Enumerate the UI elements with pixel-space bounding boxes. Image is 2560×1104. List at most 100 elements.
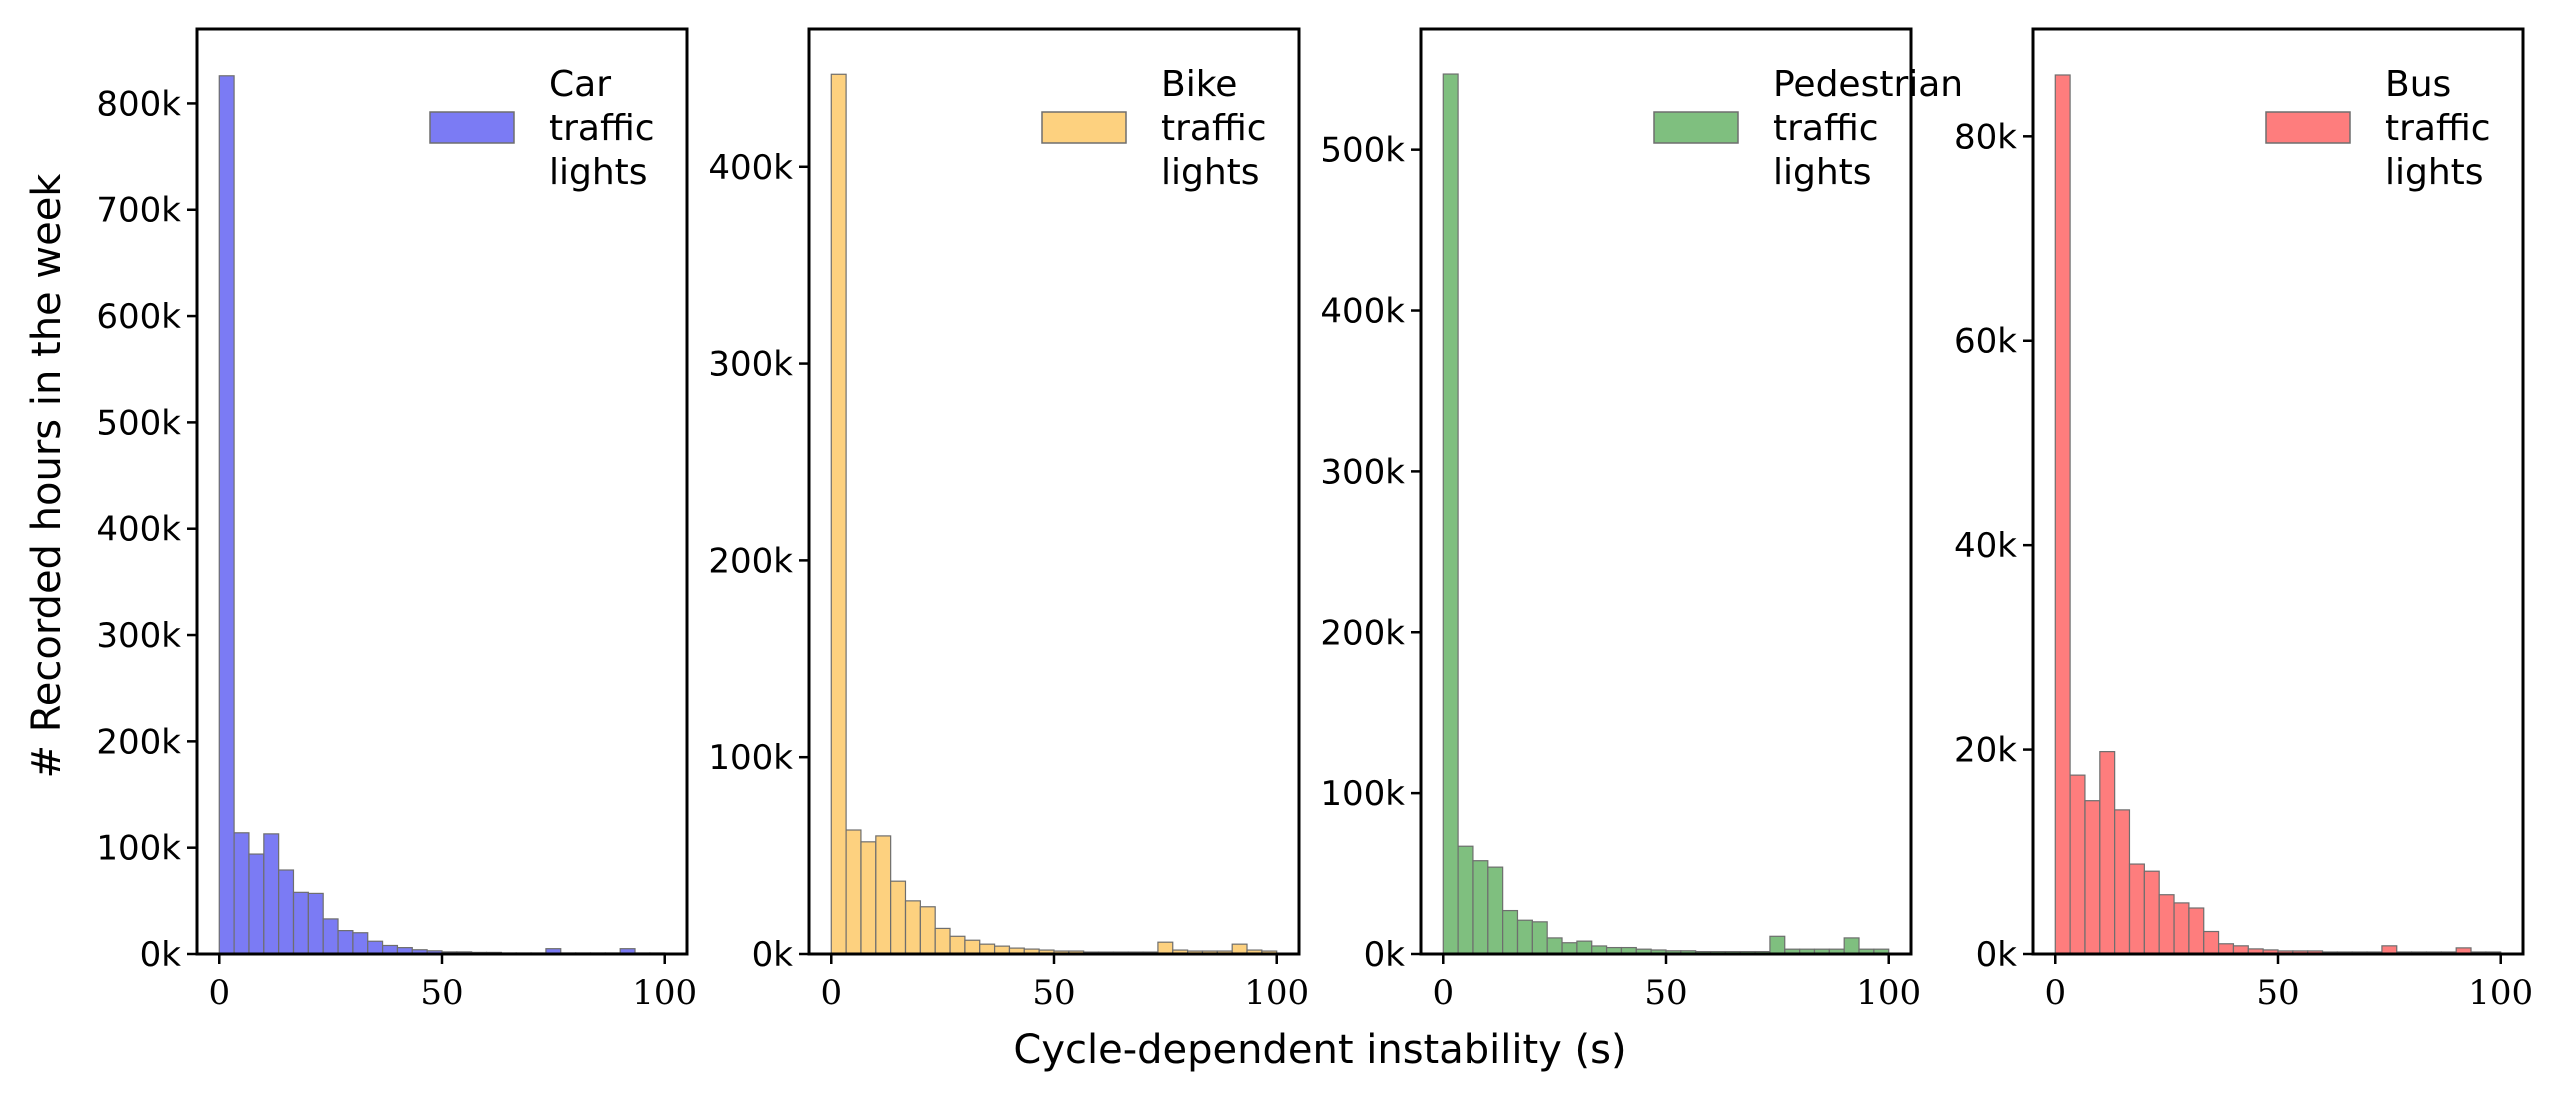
x-tick-label: 50 (1032, 973, 1075, 1013)
histogram-bar (367, 940, 384, 955)
histogram-panel-1: 0k 100k 200k 300k 400k 500k 600k 700k 800k 0 50 100… (96, 27, 697, 1013)
histogram-bar (2188, 907, 2205, 955)
legend-label: traffic (1773, 108, 1879, 149)
histogram-bar (233, 832, 250, 955)
histogram-bar (1769, 935, 1786, 955)
y-tick-label: 700k (96, 191, 181, 231)
histogram-bar (2203, 930, 2220, 955)
histogram-bar (2218, 943, 2235, 955)
x-tick-label: 0 (208, 973, 230, 1013)
y-tick-label: 60k (1954, 322, 2017, 362)
histogram-bar (1531, 921, 1548, 955)
histogram-bar (2158, 894, 2175, 955)
histogram-bar (278, 869, 295, 955)
x-tick-label: 100 (1856, 973, 1921, 1013)
histogram-bar (934, 927, 951, 955)
histogram-bar (292, 891, 309, 955)
y-tick-label: 300k (96, 616, 181, 656)
legend-label: lights (549, 152, 648, 193)
y-tick-label: 500k (1320, 131, 1405, 171)
legend-swatch (1653, 111, 1739, 144)
x-tick-label: 100 (1244, 973, 1309, 1013)
histogram-bar (218, 75, 235, 955)
legend-label: Pedestrian (1773, 64, 1963, 105)
histogram-bar (2069, 774, 2086, 955)
y-tick-label: 40k (1954, 526, 2017, 566)
y-tick-label: 300k (1320, 452, 1405, 492)
histogram-bar (307, 892, 324, 955)
y-tick-label: 200k (1320, 613, 1405, 653)
y-tick-label: 300k (708, 345, 793, 385)
histogram-bar (322, 918, 339, 955)
histogram-panel-3: 0k 100k 200k 300k 400k 500k 0 50 100 Pedestriantr… (1320, 27, 1963, 1013)
legend-swatch (1041, 111, 1127, 144)
legend-label: lights (1161, 152, 1260, 193)
x-tick-label: 50 (1644, 973, 1687, 1013)
histogram-bar (830, 73, 847, 955)
y-tick-label: 0k (752, 935, 794, 975)
x-axis-title: Cycle-dependent instability (s) (1013, 1027, 1626, 1073)
y-tick-label: 80k (1954, 117, 2017, 157)
x-tick-label: 50 (420, 973, 463, 1013)
histogram-bar (1546, 937, 1563, 955)
y-tick-label: 20k (1954, 731, 2017, 771)
y-tick-label: 400k (708, 148, 793, 188)
legend-label: traffic (549, 108, 655, 149)
histogram-bar (337, 930, 354, 955)
legend-label: Bike (1161, 64, 1237, 105)
x-tick-label: 50 (2256, 973, 2299, 1013)
y-axis-title: # Recorded hours in the week (24, 173, 70, 779)
x-tick-label: 0 (2044, 973, 2066, 1013)
histogram-bar (949, 935, 966, 955)
y-tick-label: 500k (96, 403, 181, 443)
histogram-bar (964, 939, 981, 955)
x-tick-label: 100 (632, 973, 697, 1013)
histogram-bar (248, 853, 265, 955)
y-tick-label: 0k (1364, 935, 1406, 975)
histogram-bar (2099, 751, 2116, 955)
y-tick-label: 800k (96, 84, 181, 124)
y-tick-label: 0k (1976, 935, 2018, 975)
y-tick-label: 100k (708, 738, 793, 778)
y-tick-label: 200k (708, 541, 793, 581)
histogram-bar (890, 880, 907, 955)
legend-label: Car (549, 64, 611, 105)
histogram-bar (1472, 860, 1489, 955)
x-tick-label: 0 (1432, 973, 1454, 1013)
histogram-bar (860, 841, 877, 955)
y-tick-label: 100k (1320, 774, 1405, 814)
histogram-bar (1516, 919, 1533, 955)
legend-swatch (429, 111, 515, 144)
histogram-bar (2084, 800, 2101, 955)
histogram-bar (2173, 902, 2190, 955)
legend-label: lights (1773, 152, 1872, 193)
histogram-bar (1561, 942, 1578, 955)
histogram-bar (263, 833, 280, 955)
y-tick-label: 100k (96, 829, 181, 869)
histogram-bar (2128, 863, 2145, 955)
x-tick-label: 100 (2468, 973, 2533, 1013)
histogram-bar (1157, 941, 1174, 955)
histogram-bar (845, 829, 862, 955)
legend-swatch (2265, 111, 2351, 144)
histogram-bar (1843, 937, 1860, 955)
histogram-bar (904, 900, 921, 955)
legend-label: traffic (2385, 108, 2491, 149)
histogram-bar (1487, 866, 1504, 955)
x-tick-label: 0 (820, 973, 842, 1013)
histogram-bar (875, 835, 892, 955)
y-tick-label: 200k (96, 722, 181, 762)
legend-label: lights (2385, 152, 2484, 193)
y-tick-label: 400k (1320, 292, 1405, 332)
legend-label: traffic (1161, 108, 1267, 149)
histogram-panel-2: 0k 100k 200k 300k 400k 0 50 100 Biketrafficlight… (708, 27, 1309, 1013)
y-tick-label: 600k (96, 297, 181, 337)
histogram-bar (1442, 73, 1459, 955)
histogram-bar (2054, 74, 2071, 955)
histogram-bar (352, 932, 369, 955)
histogram-bar (1576, 940, 1593, 955)
histogram-bar (2143, 870, 2160, 955)
